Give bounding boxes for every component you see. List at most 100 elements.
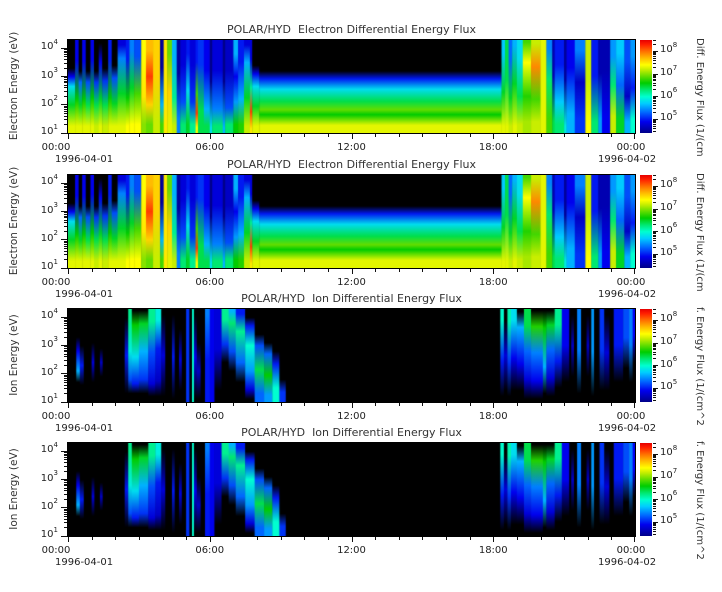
- panel-title: POLAR/HYD Ion Differential Energy Flux: [241, 292, 462, 305]
- colorbar: [640, 40, 652, 133]
- x-axis-minor-tick: [375, 134, 377, 137]
- panel-title: POLAR/HYD Electron Differential Energy F…: [226, 158, 477, 171]
- y-axis-major-tick: [61, 76, 67, 78]
- colorbar-minor-tick: [653, 480, 656, 482]
- colorbar-minor-tick: [653, 526, 656, 528]
- colorbar-minor-tick: [653, 130, 656, 132]
- y-axis-ticks: 101 102 103 104: [0, 308, 67, 406]
- y-axis-ticks: 101 102 103 104: [0, 39, 67, 137]
- y-axis-minor-tick: [64, 187, 67, 189]
- colorbar-minor-tick: [653, 335, 656, 337]
- x-axis-minor-tick: [327, 537, 329, 540]
- colorbar-minor-tick: [653, 354, 656, 356]
- y-axis-minor-tick: [64, 115, 67, 117]
- y-axis-major-tick: [61, 507, 67, 509]
- y-axis-tick-label: 103: [40, 201, 58, 216]
- x-axis-minor-tick: [422, 134, 424, 137]
- y-axis-minor-tick: [64, 87, 67, 89]
- colorbar-major-tick: [653, 253, 658, 255]
- x-axis-minor-tick: [469, 537, 471, 540]
- y-axis-minor-tick: [64, 62, 67, 64]
- x-axis-tick-label: 18:00: [478, 411, 508, 422]
- colorbar-minor-tick: [653, 347, 656, 349]
- x-axis-tick-label: 00:00: [616, 411, 646, 422]
- y-axis-minor-tick: [64, 379, 67, 381]
- colorbar-minor-tick: [653, 108, 656, 110]
- colorbar-minor-tick: [653, 238, 656, 240]
- y-axis-minor-tick: [64, 108, 67, 110]
- colorbar-minor-tick: [653, 82, 656, 84]
- y-axis-tick-label: 102: [40, 229, 58, 244]
- y-axis-minor-tick: [64, 381, 67, 383]
- x-axis-tick-labels: 00:00 06:00 12:00 18:00 00:00: [42, 545, 646, 557]
- colorbar-minor-tick: [653, 370, 656, 372]
- x-axis-minor-tick: [304, 403, 306, 406]
- y-axis-tick-label: 102: [40, 94, 58, 109]
- y-axis-minor-tick: [64, 364, 67, 366]
- colorbar-minor-tick: [653, 349, 656, 351]
- colorbar-major-tick: [653, 208, 658, 210]
- x-axis-major-tick: [68, 134, 69, 139]
- colorbar-minor-tick: [653, 456, 656, 458]
- x-axis-major-tick: [634, 134, 635, 139]
- y-axis-minor-tick: [64, 351, 67, 353]
- x-axis-tick-label: 00:00: [41, 411, 71, 422]
- x-axis-minor-tick: [186, 134, 188, 137]
- y-axis-minor-tick: [64, 513, 67, 515]
- y-axis-minor-tick: [64, 465, 67, 467]
- colorbar-minor-tick: [653, 212, 656, 214]
- y-axis-minor-tick: [64, 328, 67, 330]
- colorbar-minor-tick: [653, 508, 656, 510]
- colorbar-minor-tick: [653, 372, 656, 374]
- colorbar-tick-label: 108: [660, 41, 678, 56]
- x-axis-minor-tick: [186, 269, 188, 272]
- colorbar-unit-label: Diff. Energy Flux (1/(cm: [694, 38, 705, 157]
- colorbar-minor-tick: [653, 78, 656, 80]
- x-axis-major-tick: [493, 537, 495, 542]
- colorbar-minor-tick: [653, 232, 656, 234]
- colorbar-minor-tick: [653, 127, 656, 129]
- y-axis-minor-tick: [64, 56, 67, 58]
- colorbar-tick-label: 108: [660, 444, 678, 459]
- colorbar-minor-tick: [653, 236, 656, 238]
- colorbar-minor-tick: [653, 201, 656, 203]
- x-axis-tick-label: 12:00: [337, 142, 366, 153]
- y-axis-minor-tick: [64, 80, 67, 82]
- colorbar-minor-tick: [653, 240, 656, 242]
- y-axis-minor-tick: [64, 336, 67, 338]
- x-axis-minor-tick: [469, 134, 471, 137]
- colorbar-minor-tick: [653, 322, 656, 324]
- colorbar-major-tick: [653, 118, 658, 120]
- colorbar-minor-tick: [653, 323, 656, 325]
- colorbar-minor-tick: [653, 233, 656, 235]
- colorbar-minor-tick: [653, 254, 656, 256]
- colorbar-major-tick: [653, 319, 658, 321]
- y-axis-minor-tick: [64, 259, 67, 261]
- colorbar-tick-label: 105: [660, 512, 678, 527]
- x-axis-minor-tick: [446, 269, 447, 272]
- colorbar-minor-tick: [653, 105, 656, 107]
- colorbar-tick-label: 106: [660, 355, 678, 370]
- y-axis-minor-tick: [64, 377, 67, 379]
- electron-spectrogram-panel-1: POLAR/HYD Electron Differential Energy F…: [0, 23, 722, 175]
- colorbar-minor-tick: [653, 343, 656, 345]
- y-axis-minor-tick: [64, 388, 67, 390]
- colorbar-major-tick: [653, 476, 658, 478]
- end-date-label: 1996-04-02: [598, 423, 657, 434]
- x-axis-minor-tick: [540, 269, 542, 272]
- colorbar-minor-tick: [653, 192, 656, 194]
- y-axis-tick-label: 104: [40, 173, 58, 188]
- colorbar-minor-tick: [653, 443, 656, 445]
- y-axis-major-tick: [61, 47, 67, 49]
- y-axis-major-tick: [61, 267, 67, 269]
- x-axis-minor-tick: [398, 537, 400, 540]
- y-axis-minor-tick: [64, 219, 67, 221]
- colorbar-minor-tick: [653, 257, 656, 259]
- colorbar-minor-tick: [653, 97, 656, 99]
- y-axis-minor-tick: [64, 217, 67, 219]
- x-axis-major-tick: [68, 269, 69, 274]
- x-axis-major-tick: [209, 134, 211, 139]
- colorbar-minor-tick: [653, 53, 656, 55]
- y-axis-ticks: 101 102 103 104: [0, 442, 67, 540]
- colorbar-minor-tick: [653, 189, 656, 191]
